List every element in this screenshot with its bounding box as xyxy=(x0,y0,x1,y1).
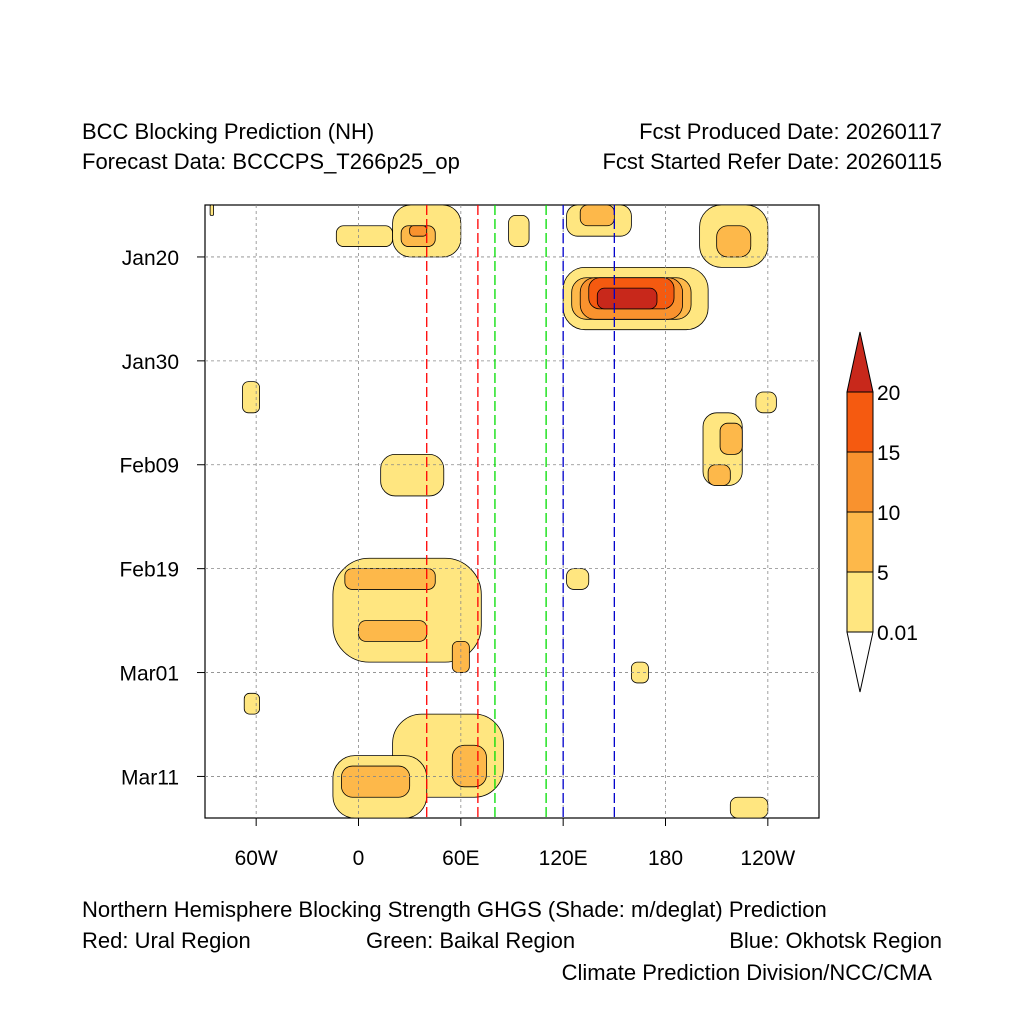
colorbar-label-4: 15 xyxy=(877,442,900,465)
x-tick-label-3: 60E xyxy=(442,847,479,870)
blocking-shading xyxy=(209,204,777,819)
blocking-cell-2 xyxy=(335,225,394,247)
blocking-cell-10 xyxy=(716,225,752,258)
colorbar-segment-1 xyxy=(846,571,874,633)
colorbar-label-2: 5 xyxy=(877,562,889,585)
x-tick-label-6: 120W xyxy=(740,847,795,870)
colorbar-segment-2 xyxy=(846,511,874,573)
colorbar-lower-triangle xyxy=(846,631,874,693)
ural-legend: Red: Ural Region xyxy=(82,928,251,953)
y-tick-label-3: Feb09 xyxy=(119,455,179,478)
blocking-cell-19 xyxy=(707,464,731,486)
credit-label: Climate Prediction Division/NCC/CMA xyxy=(561,960,932,985)
colorbar-label-5: 20 xyxy=(877,382,900,405)
colorbar-segment-3 xyxy=(846,451,874,513)
okhotsk-legend: Blue: Okhotsk Region xyxy=(729,928,942,953)
chart-title: BCC Blocking Prediction (NH) xyxy=(82,119,375,144)
region-lines xyxy=(426,205,615,818)
axis-ticks: 60W 0 60E 120E 180 120W Jan20 Jan30 Feb09 Feb19 Ma… xyxy=(119,247,795,870)
blocking-cell-21 xyxy=(380,453,445,497)
blocking-cell-8 xyxy=(579,204,615,227)
blocking-cell-5 xyxy=(409,225,428,237)
y-tick-label-2: Jan30 xyxy=(122,351,179,374)
x-tick-label-5: 180 xyxy=(648,847,683,870)
x-tick-label-1: 60W xyxy=(235,847,278,870)
colorbar-label-1: 0.01 xyxy=(877,622,918,645)
y-tick-label-1: Jan20 xyxy=(122,247,179,270)
blocking-cell-15 xyxy=(596,287,658,310)
footer-description: Northern Hemisphere Blocking Strength GH… xyxy=(82,897,827,922)
colorbar-segment-4 xyxy=(846,391,874,453)
blocking-cell-28 xyxy=(243,692,260,715)
blocking-cell-18 xyxy=(719,422,743,455)
y-tick-label-6: Mar11 xyxy=(121,766,179,789)
y-tick-label-5: Mar01 xyxy=(119,663,179,686)
grid-lines xyxy=(205,205,819,818)
blocking-cell-33 xyxy=(729,796,769,819)
blocking-cell-20 xyxy=(755,391,777,414)
x-tick-label-2: 0 xyxy=(353,847,365,870)
y-tick-label-4: Feb19 xyxy=(119,559,179,582)
blocking-cell-30 xyxy=(451,744,487,788)
blocking-cell-24 xyxy=(358,620,428,642)
forecast-data-label: Forecast Data: BCCCPS_T266p25_op xyxy=(82,149,460,174)
blocking-cell-6 xyxy=(508,214,530,247)
blocking-cell-26 xyxy=(566,568,590,590)
blocking-cell-32 xyxy=(341,765,411,798)
colorbar: 0.01 5 10 15 20 xyxy=(846,331,918,693)
x-tick-label-4: 120E xyxy=(539,847,588,870)
colorbar-upper-triangle xyxy=(846,331,874,393)
colorbar-label-3: 10 xyxy=(877,502,900,525)
started-date-label: Fcst Started Refer Date: 20260115 xyxy=(602,149,942,174)
blocking-cell-16 xyxy=(242,381,260,414)
blocking-cell-1 xyxy=(209,204,214,216)
produced-date-label: Fcst Produced Date: 20260117 xyxy=(639,119,942,144)
baikal-legend: Green: Baikal Region xyxy=(366,928,576,953)
plot-area-frame xyxy=(204,204,820,819)
blocking-cell-23 xyxy=(344,568,436,590)
